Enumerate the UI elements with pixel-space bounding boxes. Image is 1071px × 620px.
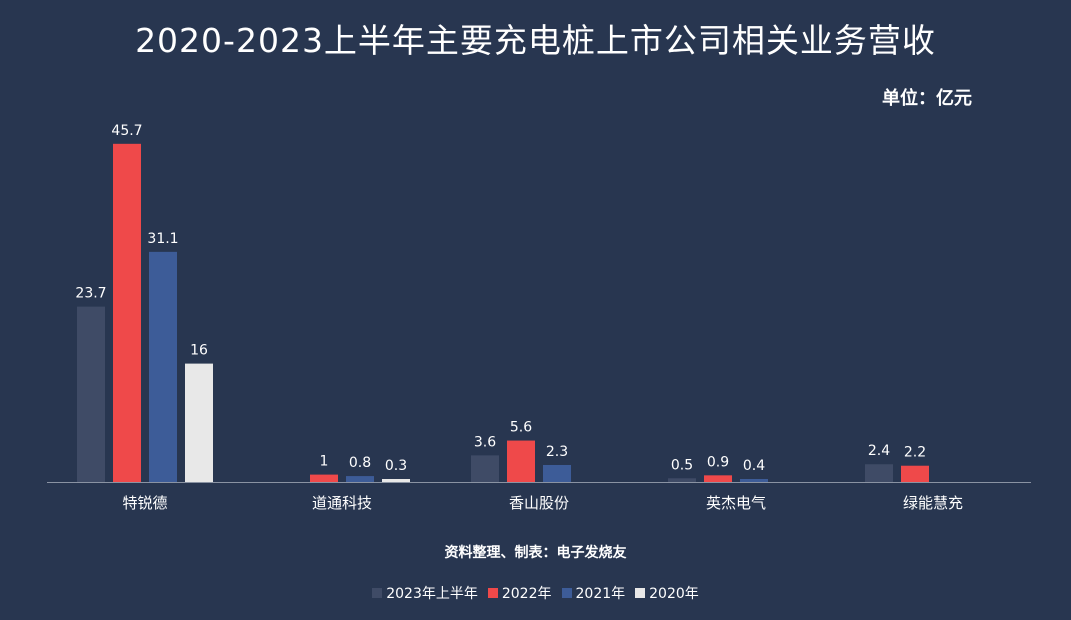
- data-label: 5.6: [510, 420, 532, 436]
- x-tick-label: 英杰电气: [706, 494, 766, 512]
- bar-绿能慧充-2023年上半年: [865, 464, 893, 482]
- data-label: 2.2: [904, 445, 926, 461]
- data-label: 3.6: [474, 434, 496, 450]
- bar-特锐德-2022年: [113, 143, 141, 482]
- data-label: 23.7: [75, 286, 106, 302]
- legend-swatch: [635, 588, 646, 598]
- bar-香山股份-2022年: [507, 440, 535, 482]
- bar-英杰电气-2023年上半年: [668, 478, 696, 482]
- legend-item: 2020年: [635, 583, 699, 603]
- x-tick-label: 香山股份: [509, 494, 569, 512]
- bar-英杰电气-2021年: [740, 479, 768, 482]
- data-label: 0.5: [671, 457, 693, 473]
- legend-item: 2023年上半年: [372, 583, 478, 603]
- bar-道通科技-2020年: [382, 479, 410, 482]
- x-tick-label: 绿能慧充: [903, 494, 963, 512]
- unit-label: 单位：亿元: [882, 88, 972, 109]
- bar-道通科技-2021年: [346, 476, 374, 482]
- bar-英杰电气-2022年: [704, 475, 732, 482]
- data-label: 31.1: [147, 231, 178, 247]
- bar-绿能慧充-2022年: [901, 465, 929, 482]
- bar-道通科技-2022年: [310, 474, 338, 482]
- bar-香山股份-2021年: [543, 464, 571, 482]
- source-note: 资料整理、制表：电子发烧友: [444, 545, 627, 561]
- legend-label: 2020年: [649, 586, 699, 602]
- bar-chart: 23.7 3.6 0.5 2.4 45.7 1 5.6 0.9 2.2 31.1 0.8 2.3 0.4…: [47, 123, 1031, 512]
- legend-swatch: [561, 588, 572, 598]
- legend-item: 2021年: [561, 583, 626, 603]
- legend-label: 2022年: [501, 586, 552, 602]
- bar-特锐德-2023年上半年: [77, 306, 105, 482]
- data-label: 0.8: [349, 455, 371, 471]
- bar-特锐德-2020年: [185, 363, 213, 482]
- data-label: 2.3: [546, 444, 568, 460]
- bar-特锐德-2021年: [149, 251, 177, 482]
- legend-label: 2023年上半年: [386, 586, 478, 602]
- chart-legend: 2023年上半年 2022年 2021年 2020年: [0, 583, 1071, 603]
- data-label: 0.3: [385, 458, 407, 474]
- data-label: 0.4: [743, 458, 765, 474]
- x-tick-label: 道通科技: [312, 494, 372, 512]
- legend-label: 2021年: [575, 586, 626, 602]
- data-label: 2.4: [868, 443, 890, 459]
- data-label: 0.9: [707, 454, 729, 470]
- data-label: 16: [190, 343, 208, 359]
- data-label: 45.7: [111, 123, 142, 139]
- data-label: 1: [320, 454, 329, 470]
- legend-item: 2022年: [487, 583, 552, 603]
- legend-swatch: [372, 588, 383, 598]
- legend-swatch: [487, 588, 498, 598]
- x-tick-label: 特锐德: [122, 494, 167, 512]
- bar-香山股份-2023年上半年: [471, 455, 499, 482]
- chart-title: 2020-2023上半年主要充电桩上市公司相关业务营收: [135, 21, 936, 60]
